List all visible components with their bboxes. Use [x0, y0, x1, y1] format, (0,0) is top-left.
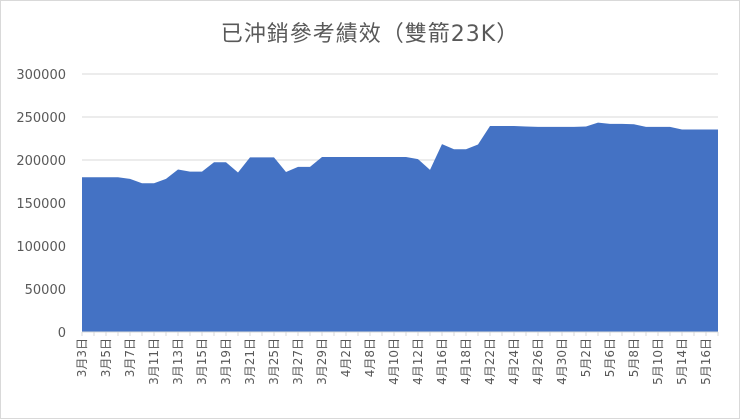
x-tick-label: 5月14日 [675, 338, 689, 385]
y-tick-label: 300000 [16, 68, 66, 83]
area-series [82, 122, 718, 332]
x-tick-label: 4月24日 [507, 338, 521, 385]
x-tick-label: 4月10日 [387, 338, 401, 385]
x-tick-label: 5月2日 [579, 338, 593, 377]
x-tick-label: 3月5日 [99, 338, 113, 377]
x-tick-label: 4月18日 [459, 338, 473, 385]
x-tick-label: 3月21日 [243, 338, 257, 385]
x-tick-label: 3月7日 [123, 338, 137, 377]
x-tick-label: 3月29日 [315, 338, 329, 385]
chart-title: 已沖銷參考績效（雙箭23K） [220, 22, 520, 47]
x-tick-label: 3月3日 [75, 338, 89, 377]
x-tick-label: 5月16日 [699, 338, 713, 385]
x-tick-label: 5月8日 [627, 338, 641, 377]
y-tick-label: 100000 [16, 240, 66, 255]
x-tick-label: 5月10日 [651, 338, 665, 385]
y-tick-label: 50000 [25, 283, 66, 298]
x-tick-label: 4月22日 [483, 338, 497, 385]
x-tick-label: 3月13日 [171, 338, 185, 385]
x-tick-label: 3月11日 [147, 338, 161, 385]
x-tick-label: 3月27日 [291, 338, 305, 385]
x-tick-label: 3月19日 [219, 338, 233, 385]
x-tick-label: 3月15日 [195, 338, 209, 385]
x-tick-label: 5月6日 [603, 338, 617, 377]
x-tick-label: 4月16日 [435, 338, 449, 385]
x-tick-label: 4月2日 [339, 338, 353, 377]
x-tick-label: 4月12日 [411, 338, 425, 385]
y-tick-label: 150000 [16, 197, 66, 212]
x-tick-label: 3月25日 [267, 338, 281, 385]
x-tick-label: 4月8日 [363, 338, 377, 377]
y-tick-label: 0 [58, 326, 66, 341]
y-tick-label: 200000 [16, 154, 66, 169]
x-tick-label: 4月30日 [555, 338, 569, 385]
y-tick-label: 250000 [16, 111, 66, 126]
x-tick-label: 4月26日 [531, 338, 545, 385]
